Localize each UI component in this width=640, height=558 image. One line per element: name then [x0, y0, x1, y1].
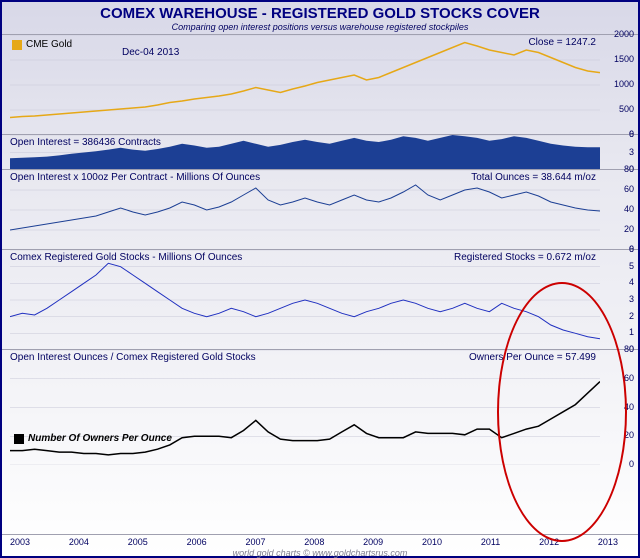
panel-label: Open Interest = 386436 Contracts [10, 137, 161, 148]
chart-footer: world gold charts © www.goldchartsrus.co… [2, 548, 638, 558]
panel-right-label: Registered Stocks = 0.672 m/oz [454, 252, 596, 263]
panel-reg_stocks: 0123456Comex Registered Gold Stocks - Mi… [2, 249, 638, 349]
chart-title: COMEX WAREHOUSE - REGISTERED GOLD STOCKS… [2, 2, 638, 22]
y-tick-label: 5 [629, 261, 634, 271]
legend-swatch [14, 434, 24, 444]
plot-owners [10, 350, 600, 465]
x-tick-label: 2004 [69, 537, 89, 547]
chart-frame: COMEX WAREHOUSE - REGISTERED GOLD STOCKS… [0, 0, 640, 558]
y-tick-label: 1500 [614, 54, 634, 64]
panel-label: Open Interest x 100oz Per Contract - Mil… [10, 172, 260, 183]
legend-swatch [12, 40, 22, 50]
x-tick-label: 2008 [304, 537, 324, 547]
y-tick-label: 40 [624, 204, 634, 214]
y-tick-label: 0 [629, 459, 634, 469]
y-tick-label: 2 [629, 311, 634, 321]
panel-right-label: Total Ounces = 38.644 m/oz [471, 172, 596, 183]
y-tick-label: 80 [624, 164, 634, 174]
y-tick-label: 3 [629, 294, 634, 304]
panel-owners: 020406080Open Interest Ounces / Comex Re… [2, 349, 638, 464]
y-tick-label: 20 [624, 224, 634, 234]
legend-owners: Number Of Owners Per Ounce [14, 433, 172, 444]
x-tick-label: 2009 [363, 537, 383, 547]
x-tick-label: 2006 [187, 537, 207, 547]
x-tick-label: 2013 [598, 537, 618, 547]
panel-right-label: Close = 1247.2 [528, 37, 596, 48]
panel-stack: 0500100015002000Close = 1247.2CME GoldDe… [2, 34, 638, 534]
legend-text: CME Gold [26, 39, 72, 50]
y-tick-label: 1000 [614, 79, 634, 89]
x-tick-label: 2003 [10, 537, 30, 547]
y-tick-label: 500 [619, 104, 634, 114]
plot-reg_stocks [10, 250, 600, 350]
panel-oi_contracts: 036Open Interest = 386436 Contracts [2, 134, 638, 169]
legend-text: Number Of Owners Per Ounce [28, 433, 172, 444]
x-tick-label: 2005 [128, 537, 148, 547]
y-tick-label: 6 [629, 129, 634, 139]
panel-right-label: Owners Per Ounce = 57.499 [469, 352, 596, 363]
panel-cme_gold: 0500100015002000Close = 1247.2CME GoldDe… [2, 34, 638, 134]
panel-oi_moz: 020406080Open Interest x 100oz Per Contr… [2, 169, 638, 249]
x-tick-label: 2007 [245, 537, 265, 547]
y-tick-label: 3 [629, 147, 634, 157]
date-label: Dec-04 2013 [122, 47, 179, 58]
y-tick-label: 80 [624, 344, 634, 354]
panel-label: Open Interest Ounces / Comex Registered … [10, 352, 256, 363]
plot-cme_gold [10, 35, 600, 135]
x-axis: 2003 2004 2005 2006 2007 2008 2009 2010 2011 2012… [2, 534, 638, 548]
x-tick-label: 2012 [539, 537, 559, 547]
y-tick-label: 40 [624, 402, 634, 412]
x-tick-label: 2010 [422, 537, 442, 547]
y-tick-label: 2000 [614, 29, 634, 39]
y-tick-label: 4 [629, 277, 634, 287]
y-tick-label: 60 [624, 373, 634, 383]
y-tick-label: 6 [629, 244, 634, 254]
y-tick-label: 20 [624, 430, 634, 440]
y-tick-label: 60 [624, 184, 634, 194]
x-tick-label: 2011 [481, 537, 500, 547]
panel-label: Comex Registered Gold Stocks - Millions … [10, 252, 242, 263]
legend-cme_gold: CME Gold [12, 39, 72, 50]
y-tick-label: 1 [629, 327, 634, 337]
chart-subtitle: Comparing open interest positions versus… [2, 22, 638, 34]
